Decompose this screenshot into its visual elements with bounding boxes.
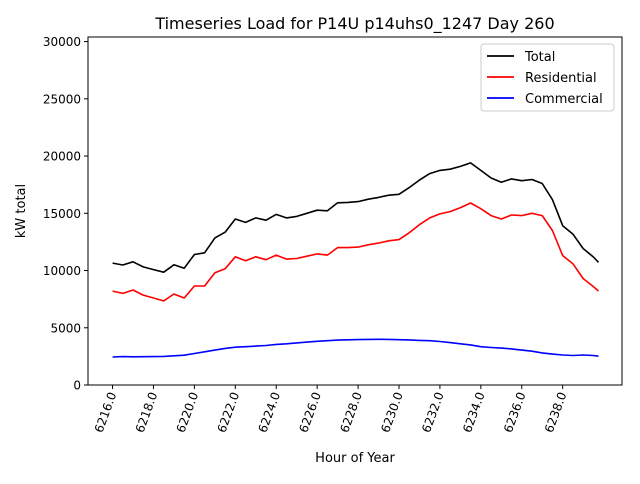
x-tick-label: 6234.0 <box>460 390 488 434</box>
x-tick-label: 6218.0 <box>133 390 161 434</box>
legend: Total Residential Commercial <box>480 43 615 112</box>
y-tick-label: 10000 <box>43 264 81 278</box>
y-tick-label: 15000 <box>43 207 81 221</box>
legend-label-residential: Residential <box>525 71 597 86</box>
series-line-total <box>112 162 600 274</box>
x-tick-label: 6238.0 <box>542 390 570 434</box>
x-tick-label: 6220.0 <box>174 390 202 434</box>
x-tick-label: 6222.0 <box>215 390 243 434</box>
chart-title: Timeseries Load for P14U p14uhs0_1247 Da… <box>154 14 554 34</box>
x-axis: 6216.0 6218.0 6220.0 6222.0 6224.0 6226.0 6228… <box>92 385 570 434</box>
y-tick-label: 30000 <box>43 35 81 49</box>
y-tick-label: 5000 <box>50 321 81 335</box>
series-line-commercial <box>112 338 599 358</box>
legend-label-commercial: Commercial <box>525 92 603 107</box>
x-tick-label: 6226.0 <box>296 390 324 434</box>
y-axis: 0 5000 10000 15000 20000 25000 30000 <box>43 35 88 393</box>
series-line-residential <box>112 202 600 302</box>
y-axis-label: kW total <box>14 184 29 238</box>
x-tick-label: 6228.0 <box>337 390 365 434</box>
x-tick-label: 6216.0 <box>92 390 120 434</box>
x-axis-label: Hour of Year <box>315 451 395 466</box>
legend-box <box>480 43 615 112</box>
x-tick-label: 6230.0 <box>378 390 406 434</box>
y-tick-label: 0 <box>73 379 81 393</box>
y-tick-label: 20000 <box>43 150 81 164</box>
axes-frame <box>87 36 623 386</box>
plot-area <box>112 162 600 358</box>
x-tick-label: 6224.0 <box>256 390 284 434</box>
legend-label-total: Total <box>524 50 555 65</box>
x-tick-label: 6236.0 <box>501 390 529 434</box>
y-tick-label: 25000 <box>43 92 81 106</box>
x-tick-label: 6232.0 <box>419 390 447 434</box>
